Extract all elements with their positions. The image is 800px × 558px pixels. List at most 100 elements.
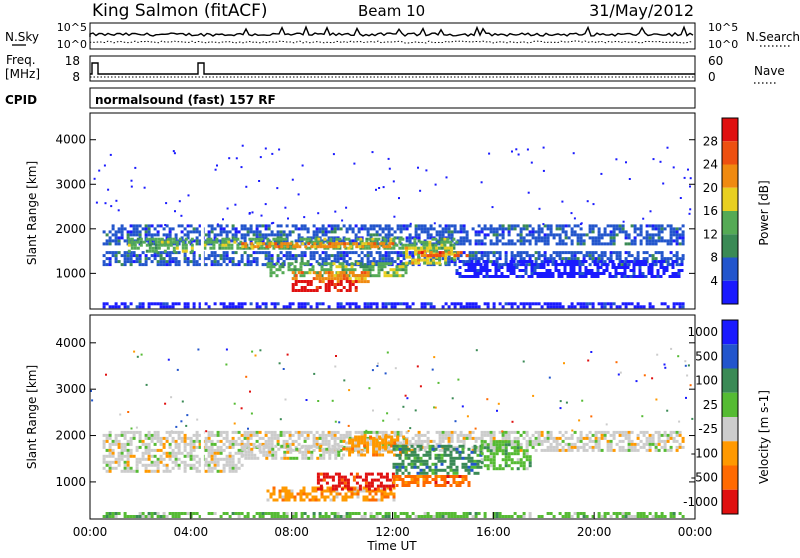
heatmap-cell [508, 242, 511, 245]
heatmap-cell [601, 449, 604, 452]
heatmap-cell [508, 458, 511, 461]
heatmap-cell [127, 440, 130, 443]
heatmap-cell [328, 457, 331, 460]
heatmap-cell [477, 454, 480, 457]
heatmap-cell [181, 230, 184, 233]
heatmap-cell [571, 254, 574, 257]
heatmap-cell [184, 455, 187, 458]
heatmap-cell [643, 257, 646, 260]
heatmap-cell [283, 233, 286, 236]
heatmap-cell [643, 251, 646, 254]
heatmap-cell [505, 251, 508, 254]
heatmap-cell [196, 230, 199, 233]
heatmap-cell [349, 227, 352, 230]
heatmap-cell [283, 254, 286, 257]
heatmap-cell [462, 466, 465, 469]
heatmap-cell [636, 260, 639, 263]
heatmap-cell [175, 257, 178, 260]
heatmap-cell [451, 224, 454, 227]
heatmap-cell [495, 266, 498, 269]
heatmap-cell [502, 236, 505, 239]
heatmap-cell [151, 515, 154, 518]
heatmap-cell [349, 515, 352, 518]
heatmap-cell [550, 431, 553, 434]
heatmap-cell [376, 251, 379, 254]
heatmap-cell [253, 233, 256, 236]
heatmap-cell [154, 437, 157, 440]
heatmap-cell [301, 286, 304, 289]
heatmap-cell [508, 233, 511, 236]
heatmap-cell [595, 443, 598, 446]
heatmap-cell [517, 263, 520, 266]
heatmap-cell [463, 236, 466, 239]
heatmap-cell [261, 215, 263, 217]
heatmap-cell [534, 266, 537, 269]
heatmap-cell [484, 446, 487, 449]
heatmap-cell [553, 305, 556, 308]
heatmap-cell [541, 254, 544, 257]
heatmap-cell [517, 239, 520, 242]
heatmap-cell [670, 515, 673, 518]
heatmap-cell [511, 515, 514, 518]
heatmap-cell [622, 440, 625, 443]
heatmap-cell [145, 446, 148, 449]
heatmap-cell [238, 230, 241, 233]
heatmap-cell [381, 493, 384, 496]
colorbar-swatch [722, 234, 738, 257]
heatmap-cell [352, 271, 355, 274]
heatmap-cell [639, 263, 642, 266]
heatmap-cell [520, 230, 523, 233]
heatmap-cell [133, 470, 136, 473]
heatmap-cell [304, 445, 307, 448]
heatmap-cell [372, 448, 375, 451]
heatmap-cell [345, 493, 348, 496]
heatmap-cell [637, 443, 640, 446]
heatmap-cell [405, 250, 408, 253]
heatmap-cell [510, 263, 513, 266]
heatmap-cell [173, 241, 176, 244]
heatmap-cell [214, 461, 217, 464]
heatmap-cell [298, 431, 301, 434]
heatmap-cell [106, 470, 109, 473]
heatmap-cell [623, 221, 625, 223]
heatmap-cell [466, 239, 469, 242]
heatmap-cell [347, 485, 350, 488]
heatmap-cell [185, 238, 188, 241]
heatmap-cell [426, 472, 429, 475]
heatmap-cell [378, 448, 381, 451]
heatmap-cell [670, 227, 673, 230]
heatmap-cell [423, 475, 426, 478]
heatmap-cell [475, 305, 478, 308]
heatmap-cell [112, 254, 115, 257]
heatmap-cell [331, 437, 334, 440]
heatmap-cell [633, 275, 636, 278]
heatmap-cell [124, 449, 127, 452]
heatmap-cell [379, 254, 382, 257]
heatmap-cell [562, 257, 565, 260]
heatmap-cell [424, 434, 427, 437]
heatmap-cell [568, 251, 571, 254]
heatmap-cell [682, 257, 685, 260]
heatmap-cell [420, 247, 423, 250]
heatmap-cell [356, 238, 359, 241]
heatmap-cell [604, 302, 607, 305]
heatmap-cell [141, 354, 143, 356]
heatmap-cell [254, 238, 257, 241]
heatmap-cell [229, 461, 232, 464]
heatmap-cell [379, 233, 382, 236]
heatmap-cell [313, 224, 316, 227]
heatmap-cell [238, 515, 241, 518]
heatmap-cell [490, 431, 493, 434]
heatmap-cell [463, 242, 466, 245]
heatmap-cell [435, 448, 438, 451]
heatmap-cell [220, 302, 223, 305]
heatmap-cell [660, 266, 663, 269]
heatmap-cell [462, 457, 465, 460]
heatmap-cell [160, 437, 163, 440]
heatmap-cell [637, 251, 640, 254]
heatmap-cell [480, 269, 483, 272]
noise-sky-line [90, 27, 693, 37]
heatmap-cell [402, 451, 405, 454]
heatmap-cell [493, 461, 496, 464]
heatmap-cell [592, 446, 595, 449]
